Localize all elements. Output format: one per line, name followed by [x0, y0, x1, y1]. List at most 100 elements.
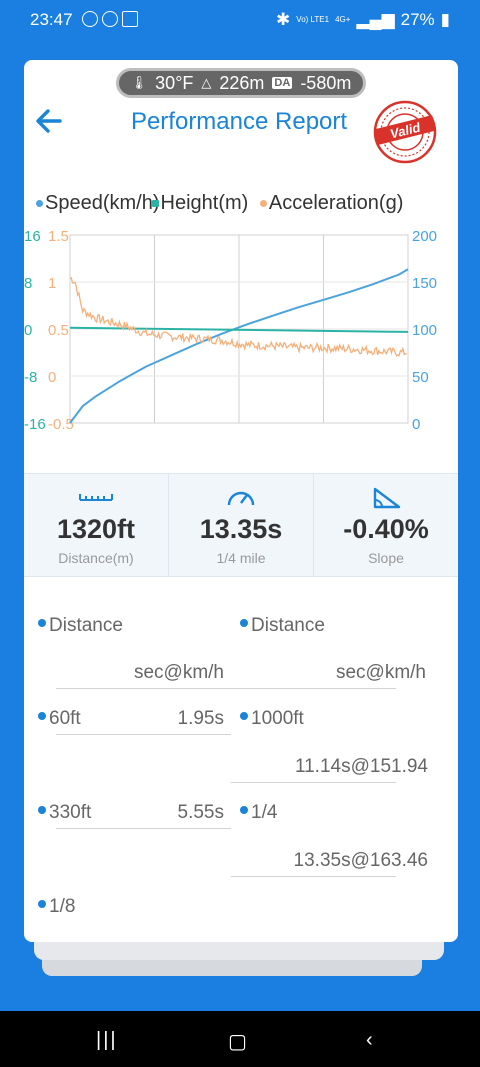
row-1000ft-text: 1000ft: [251, 708, 304, 729]
density-altitude-badge: DA: [272, 77, 293, 89]
row-1000ft-value: 11.14s@151.94: [294, 756, 428, 777]
acceleration-axis-tick: 0: [48, 369, 56, 386]
environment-pill: 🌡 30°F △ 226m DA -580m: [116, 68, 366, 98]
acceleration-series-line: [69, 276, 407, 357]
legend-speed: Speed(km/h): [45, 192, 160, 215]
bullet-icon: [38, 712, 46, 720]
left-header-label: Distance: [49, 615, 123, 636]
row-1000ft-label: 1000ft: [240, 708, 304, 730]
slope-icon: [314, 486, 458, 510]
system-icons: ✱ Vo) LTE1 4G+ ▂▄▆ 27% ▮: [276, 10, 450, 30]
divider: [56, 828, 231, 829]
report-card: 🌡 30°F △ 226m DA -580m Performance Repor…: [24, 60, 458, 942]
row-quarter-value: 13.35s@163.46: [293, 850, 428, 871]
speed-axis-tick: 50: [412, 369, 429, 386]
row-60ft-label: 60ft: [38, 708, 81, 730]
gallery-icon: [122, 11, 138, 27]
stat-time-label: 1/4 mile: [216, 550, 266, 566]
row-330ft-value: 5.55s: [177, 802, 224, 823]
acceleration-axis-tick: 0.5: [48, 322, 69, 339]
stat-slope: -0.40% Slope: [314, 474, 458, 576]
divider: [231, 876, 396, 877]
stat-slope-value: -0.40%: [343, 514, 429, 544]
network-4g-label: 4G+: [335, 15, 351, 24]
legend-speed-dot: [36, 200, 43, 208]
do-not-disturb-icon: [102, 11, 118, 27]
legend-acceleration-dot: [259, 200, 267, 208]
battery-level: 27%: [400, 10, 435, 29]
thermometer-icon: 🌡: [130, 75, 148, 90]
bullet-icon: [240, 619, 248, 627]
stat-distance: 1320ft Distance(m): [24, 474, 169, 576]
battery-icon: ▮: [440, 10, 450, 29]
divider: [56, 734, 231, 735]
row-quarter-text: 1/4: [251, 802, 278, 823]
network-label: Vo) LTE1: [296, 15, 330, 24]
height-axis-tick: 0: [24, 322, 32, 339]
stat-distance-label: Distance(m): [58, 550, 134, 566]
speed-axis-tick: 200: [412, 228, 437, 245]
bullet-icon: [38, 619, 46, 627]
bluetooth-icon: ✱: [276, 10, 291, 29]
signal-icon: ▂▄▆: [356, 10, 395, 29]
system-back-button[interactable]: ‹: [366, 1029, 373, 1051]
stamp-text: Valid: [388, 119, 422, 141]
bullet-icon: [38, 806, 46, 814]
acceleration-axis-tick: 1.5: [48, 228, 69, 245]
legend-height: Height(m): [160, 192, 249, 215]
acceleration-axis-tick: -0.5: [48, 416, 74, 433]
height-axis-tick: -16: [24, 416, 46, 433]
divider: [231, 782, 396, 783]
legend-height-dot: [151, 200, 159, 208]
right-unit: sec@km/h: [335, 662, 426, 683]
env-temp: 30°F: [155, 72, 194, 93]
ruler-icon: [24, 486, 168, 510]
divider: [234, 688, 396, 689]
row-eighth-label: 1/8: [38, 896, 75, 918]
height-axis-tick: -8: [24, 369, 37, 386]
acceleration-axis-tick: 1: [48, 275, 56, 292]
whatsapp-icon: [82, 11, 98, 27]
row-330ft-label: 330ft: [38, 802, 91, 824]
chart-legend: Speed(km/h)Height(m) Acceleration(g): [36, 192, 456, 218]
left-header: Distance: [38, 615, 123, 637]
row-eighth-text: 1/8: [49, 896, 76, 917]
stat-slope-label: Slope: [368, 550, 404, 566]
back-button[interactable]: [32, 104, 66, 138]
row-60ft-value: 1.95s: [177, 708, 224, 729]
env-altitude: 226m: [219, 72, 265, 93]
divider: [56, 688, 244, 689]
stat-time-value: 13.35s: [199, 514, 283, 544]
notification-icons: [82, 11, 138, 27]
legend-acceleration: Acceleration(g): [268, 192, 404, 215]
speed-axis-tick: 100: [412, 322, 437, 339]
right-header-label: Distance: [251, 615, 325, 636]
performance-chart: 16 8 0 -8 -16 1.5 1 0.5 0 -0.5 200 150 100 50 0: [24, 228, 437, 433]
navigation-bar: ||| ▢ ‹: [0, 1011, 480, 1067]
recent-apps-button[interactable]: |||: [96, 1029, 118, 1051]
speed-axis-tick: 150: [412, 275, 437, 292]
row-quarter-label: 1/4: [240, 802, 277, 824]
home-button[interactable]: ▢: [228, 1031, 247, 1053]
stat-time: 13.35s 1/4 mile: [169, 474, 314, 576]
bullet-icon: [240, 806, 248, 814]
status-time: 23:47: [30, 10, 73, 29]
valid-stamp: Valid: [373, 100, 437, 164]
height-axis-tick: 8: [24, 275, 32, 292]
back-arrow-icon: [36, 109, 62, 133]
height-axis-tick: 16: [24, 228, 41, 245]
speedometer-icon: [169, 486, 313, 510]
page-title: Performance Report: [130, 108, 348, 135]
stat-distance-value: 1320ft: [56, 514, 136, 544]
bullet-icon: [240, 712, 248, 720]
left-unit: sec@km/h: [133, 662, 224, 683]
row-330ft-text: 330ft: [49, 802, 92, 823]
bullet-icon: [38, 900, 46, 908]
speed-axis-tick: 0: [412, 416, 420, 433]
right-header: Distance: [240, 615, 325, 637]
env-density-altitude: -580m: [300, 72, 352, 93]
stats-row: 1320ft Distance(m) 13.35s 1/4 mile -0.40…: [24, 473, 458, 577]
row-60ft-text: 60ft: [49, 708, 81, 729]
status-bar: 23:47 ✱ Vo) LTE1 4G+ ▂▄▆ 27% ▮: [0, 0, 480, 40]
mountain-icon: △: [201, 75, 212, 90]
